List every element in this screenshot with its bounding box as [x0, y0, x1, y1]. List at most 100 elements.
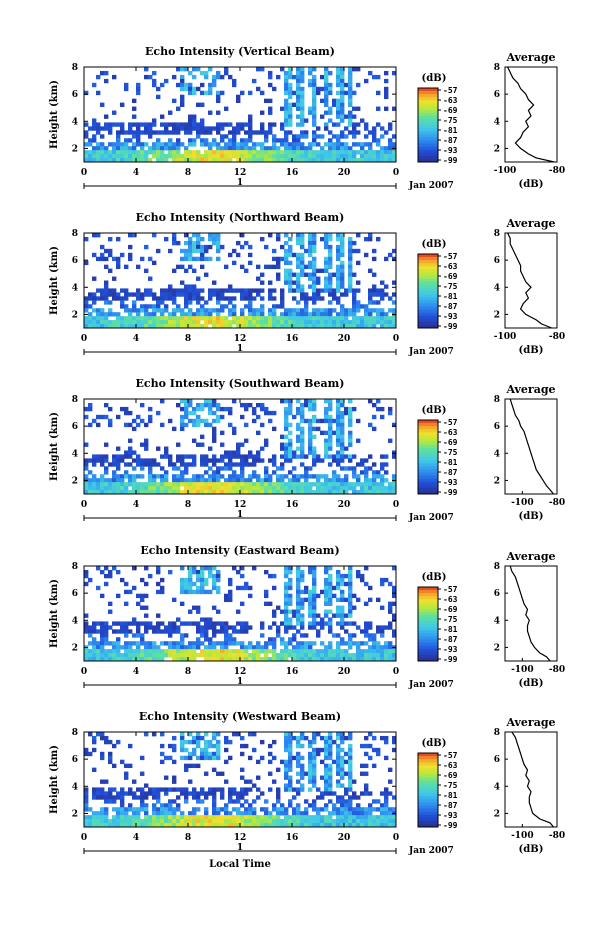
heatmap-cell — [84, 490, 89, 495]
heatmap-cell — [120, 458, 125, 463]
heatmap-cell — [296, 735, 301, 741]
heatmap-cell — [308, 589, 313, 595]
heatmap-cell — [308, 426, 313, 432]
heatmap-cell — [356, 569, 361, 575]
heatmap-cell — [276, 799, 281, 804]
heatmap-cell — [184, 292, 189, 297]
heatmap-cell — [312, 641, 317, 646]
heatmap-cell — [220, 641, 225, 646]
heatmap-cell — [144, 657, 149, 662]
heatmap-cell — [188, 410, 193, 416]
heatmap-cell — [128, 743, 133, 749]
heatmap-cell — [176, 130, 181, 135]
heatmap-cell — [252, 454, 257, 459]
heatmap-cell — [272, 486, 277, 491]
heatmap-cell — [88, 158, 93, 163]
heatmap-cell — [316, 320, 321, 325]
heatmap-cell — [148, 478, 153, 483]
heatmap-cell — [364, 486, 369, 491]
heatmap-cell — [372, 316, 377, 321]
heatmap-cell — [216, 486, 221, 491]
heatmap-cell — [180, 637, 185, 642]
heatmap-cell — [240, 478, 245, 483]
heatmap-cell — [392, 320, 397, 325]
heatmap-cell — [340, 402, 345, 408]
heatmap-cell — [340, 763, 345, 769]
heatmap-cell — [96, 641, 101, 646]
heatmap-cell — [116, 811, 121, 816]
heatmap-cell — [112, 657, 117, 662]
heatmap-cell — [172, 98, 177, 104]
heatmap-cell — [380, 146, 385, 151]
heatmap-cell — [336, 759, 341, 765]
heatmap-cell — [348, 434, 353, 439]
heatmap-cell — [160, 122, 165, 127]
heatmap-cell — [192, 296, 197, 301]
heatmap-cell — [140, 605, 145, 610]
heatmap-cell — [288, 316, 293, 321]
heatmap-cell — [284, 90, 289, 96]
heatmap-cell — [168, 324, 173, 329]
heatmap-cell — [340, 418, 345, 424]
heatmap-cell — [88, 458, 93, 463]
heatmap-cell — [116, 637, 121, 642]
x-tick-label: 20 — [338, 334, 351, 344]
heatmap-cell — [184, 645, 189, 650]
heatmap-cell — [376, 106, 381, 111]
heatmap-cells — [84, 399, 397, 495]
heatmap-cell — [212, 430, 217, 436]
heatmap-cell — [160, 732, 165, 737]
heatmap-cell — [324, 442, 329, 447]
heatmap-cell — [284, 811, 289, 816]
colorbar-tick-label: -93 — [443, 645, 458, 654]
heatmap-cell — [340, 410, 345, 416]
heatmap-cell — [356, 625, 361, 630]
date-label: Jan 2007 — [408, 181, 454, 191]
heatmap-cell — [292, 288, 297, 293]
heatmap-cell — [108, 324, 113, 329]
heatmap-cell — [160, 589, 165, 595]
heatmap-cell — [172, 292, 177, 297]
heatmap-cell — [108, 482, 113, 487]
heatmap-cell — [344, 446, 349, 451]
heatmap-cell — [320, 823, 325, 828]
heatmap-cell — [160, 288, 165, 293]
heatmap-cell — [172, 426, 177, 432]
heatmap-cell — [324, 783, 329, 788]
heatmap-cell — [292, 134, 297, 139]
heatmap-cell — [376, 150, 381, 155]
heatmap-cell — [180, 470, 185, 475]
heatmap-cell — [248, 312, 253, 317]
heatmap-cell — [196, 288, 201, 293]
heatmap-cell — [340, 268, 345, 273]
heatmap-cell — [352, 605, 357, 610]
heatmap-cell — [348, 276, 353, 281]
heatmap-cell — [144, 142, 149, 147]
heatmap-cell — [140, 771, 145, 776]
heatmap-cell — [296, 803, 301, 808]
heatmap-cell — [240, 743, 245, 749]
heatmap-cell — [280, 819, 285, 824]
colorbar-segment — [418, 457, 438, 461]
heatmap-cell — [312, 605, 317, 610]
heatmap-cell — [168, 653, 173, 658]
heatmap-cell — [252, 819, 257, 824]
heatmap-cell — [232, 629, 237, 634]
heatmap-cell — [200, 288, 205, 293]
heatmap-cell — [284, 601, 289, 606]
heatmap-cell — [332, 823, 337, 828]
avg-y-tick-label: 6 — [494, 90, 500, 100]
heatmap-cell — [284, 450, 289, 455]
heatmap-cell — [308, 613, 313, 618]
heatmap-cell — [208, 316, 213, 321]
heatmap-cell — [304, 292, 309, 297]
heatmap-cell — [320, 791, 325, 796]
heatmap-cell — [288, 122, 293, 127]
heatmap-cell — [188, 126, 193, 131]
heatmap-cell — [92, 795, 97, 800]
heatmap-cell — [268, 637, 273, 642]
heatmap-cell — [224, 154, 229, 159]
heatmap-cell — [116, 458, 121, 463]
heatmap-cell — [224, 320, 229, 325]
heatmap-cell — [216, 609, 221, 614]
